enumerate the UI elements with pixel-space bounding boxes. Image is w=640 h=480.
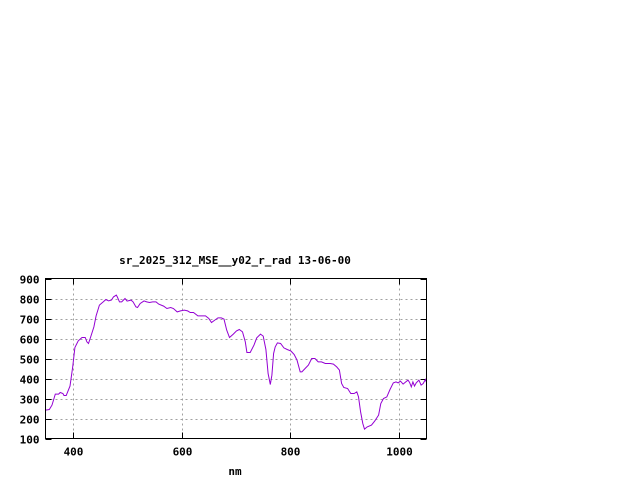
x-tick-label: 800	[281, 446, 301, 459]
x-tick-label: 400	[64, 446, 84, 459]
y-tick-label: 800	[20, 294, 40, 307]
series-line	[45, 294, 427, 430]
x-tick-label: 1000	[386, 446, 413, 459]
y-tick-label: 100	[20, 434, 40, 447]
chart-title: sr_2025_312_MSE__y02_r_rad 13-06-00	[119, 254, 351, 267]
y-tick-label: 500	[20, 354, 40, 367]
y-tick-label: 700	[20, 314, 40, 327]
y-tick-label: 300	[20, 394, 40, 407]
grid	[45, 278, 427, 439]
y-tick-label: 900	[20, 274, 40, 287]
plot-frame	[45, 278, 427, 439]
x-tick-label: 600	[173, 446, 193, 459]
y-tick-label: 400	[20, 374, 40, 387]
ticks: 100 200 300 400 500 600 700 800 900 400 600 800 1000	[20, 274, 427, 459]
y-tick-label: 200	[20, 414, 40, 427]
y-tick-label: 600	[20, 334, 40, 347]
x-axis-label: nm	[228, 465, 242, 478]
